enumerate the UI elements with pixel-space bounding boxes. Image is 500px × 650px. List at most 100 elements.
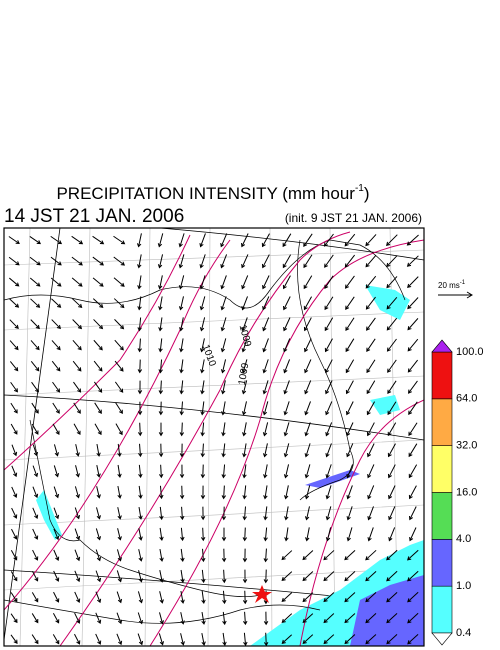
wind-arrow <box>263 632 269 646</box>
wind-arrow <box>367 464 375 479</box>
wind-arrow <box>92 277 104 287</box>
wind-arrow <box>53 591 60 603</box>
wind-arrow <box>92 235 105 245</box>
wind-arrow <box>51 319 61 330</box>
wind-arrow <box>51 360 61 372</box>
wind-arrow <box>115 402 123 415</box>
wind-arrow <box>242 569 248 584</box>
wind-arrow <box>74 570 81 583</box>
wind-arrow <box>113 277 125 287</box>
wind-arrow <box>243 632 248 646</box>
wind-arrow <box>283 338 291 353</box>
wind-arrow <box>387 380 397 395</box>
wind-arrow <box>281 592 293 603</box>
wind-arrow <box>31 423 39 435</box>
wind-arrow <box>283 359 291 374</box>
wind-arrow <box>117 464 122 478</box>
wind-arrow <box>387 464 396 479</box>
wind-arrow <box>52 612 60 624</box>
wind-arrow <box>221 548 227 563</box>
colorbar: 0.4 1.0 4.0 16.0 32.0 64.0 100.0 <box>431 339 484 646</box>
wind-arrow <box>137 422 143 437</box>
wind-arrow <box>74 486 80 499</box>
colorbar-segment <box>431 445 453 493</box>
colorbar-label: 64.0 <box>456 393 477 405</box>
wind-arrow <box>263 569 269 584</box>
isobar-label: 1010 <box>200 343 218 368</box>
wind-arrow <box>241 359 248 374</box>
wind-arrow <box>324 359 333 374</box>
wind-arrow <box>29 256 41 266</box>
wind-arrow <box>31 634 39 645</box>
wind-arrow <box>407 359 419 373</box>
wind-arrow <box>406 234 419 246</box>
wind-arrow <box>199 254 206 269</box>
wind-arrow <box>32 465 39 478</box>
wind-arrow <box>221 569 227 584</box>
wind-arrow <box>386 317 398 331</box>
wind-arrow <box>53 507 60 520</box>
wind-arrow <box>159 527 164 541</box>
wind-arrow <box>51 298 62 308</box>
wind-arrow <box>178 275 185 290</box>
wind-arrow <box>263 485 268 500</box>
wind-arrow <box>386 612 398 624</box>
wind-arrow <box>242 527 248 542</box>
wind-arrow <box>10 423 18 435</box>
wind-arrow <box>72 319 83 330</box>
wind-arrow <box>221 380 226 395</box>
wind-arrow <box>72 340 82 351</box>
wind-arrow <box>178 254 185 269</box>
wind-arrow <box>50 256 62 266</box>
wind-arrow <box>10 381 18 393</box>
wind-arrow <box>323 592 335 603</box>
wind-arrow <box>367 485 375 500</box>
wind-arrow <box>262 338 269 353</box>
wind-arrow <box>72 360 82 372</box>
wind-arrow <box>304 485 311 500</box>
wind-arrow <box>262 443 268 458</box>
wind-arrow <box>93 339 103 351</box>
wind-arrow <box>51 340 61 351</box>
wind-arrow <box>263 527 268 542</box>
isobars <box>4 231 424 646</box>
wind-arrow <box>10 634 18 644</box>
wind-arrow <box>50 235 63 245</box>
wind-arrow <box>366 338 376 352</box>
wind-arrow <box>95 570 102 583</box>
wind-arrow <box>409 527 417 542</box>
wind-arrow <box>179 422 185 437</box>
wind-arrow <box>222 632 227 646</box>
wind-arrow <box>304 338 312 353</box>
wind-arrow <box>346 506 353 521</box>
wind-arrow <box>201 590 206 605</box>
wind-arrow <box>30 319 40 330</box>
wind-arrow <box>346 527 353 542</box>
wind-arrow <box>159 612 164 625</box>
wind-arrow <box>11 486 18 498</box>
wind-arrow <box>365 296 376 310</box>
wind-arrow <box>113 298 125 309</box>
wind-arrow <box>386 276 398 289</box>
wind-arrow <box>387 443 396 458</box>
wind-arrow <box>409 506 417 521</box>
wind-arrow <box>324 254 334 268</box>
wind-arrow <box>263 506 268 521</box>
precipitation <box>36 285 424 646</box>
wind-arrow <box>407 591 419 603</box>
wind-arrow <box>52 634 60 645</box>
wind-arrow <box>220 317 227 332</box>
wind-arrow <box>220 359 227 374</box>
wind-arrow <box>407 276 419 289</box>
wind-arrow <box>116 633 123 646</box>
wind-arrow <box>158 275 163 290</box>
wind-arrow <box>11 444 18 457</box>
wind-arrow <box>263 611 269 626</box>
wind-arrow <box>71 277 83 287</box>
colorbar-segment <box>431 492 453 540</box>
wind-arrow <box>94 402 102 414</box>
wind-arrow <box>242 590 248 605</box>
wind-arrow <box>304 422 311 437</box>
colorbar-label: 32.0 <box>456 440 477 452</box>
wind-arrow <box>137 296 142 311</box>
